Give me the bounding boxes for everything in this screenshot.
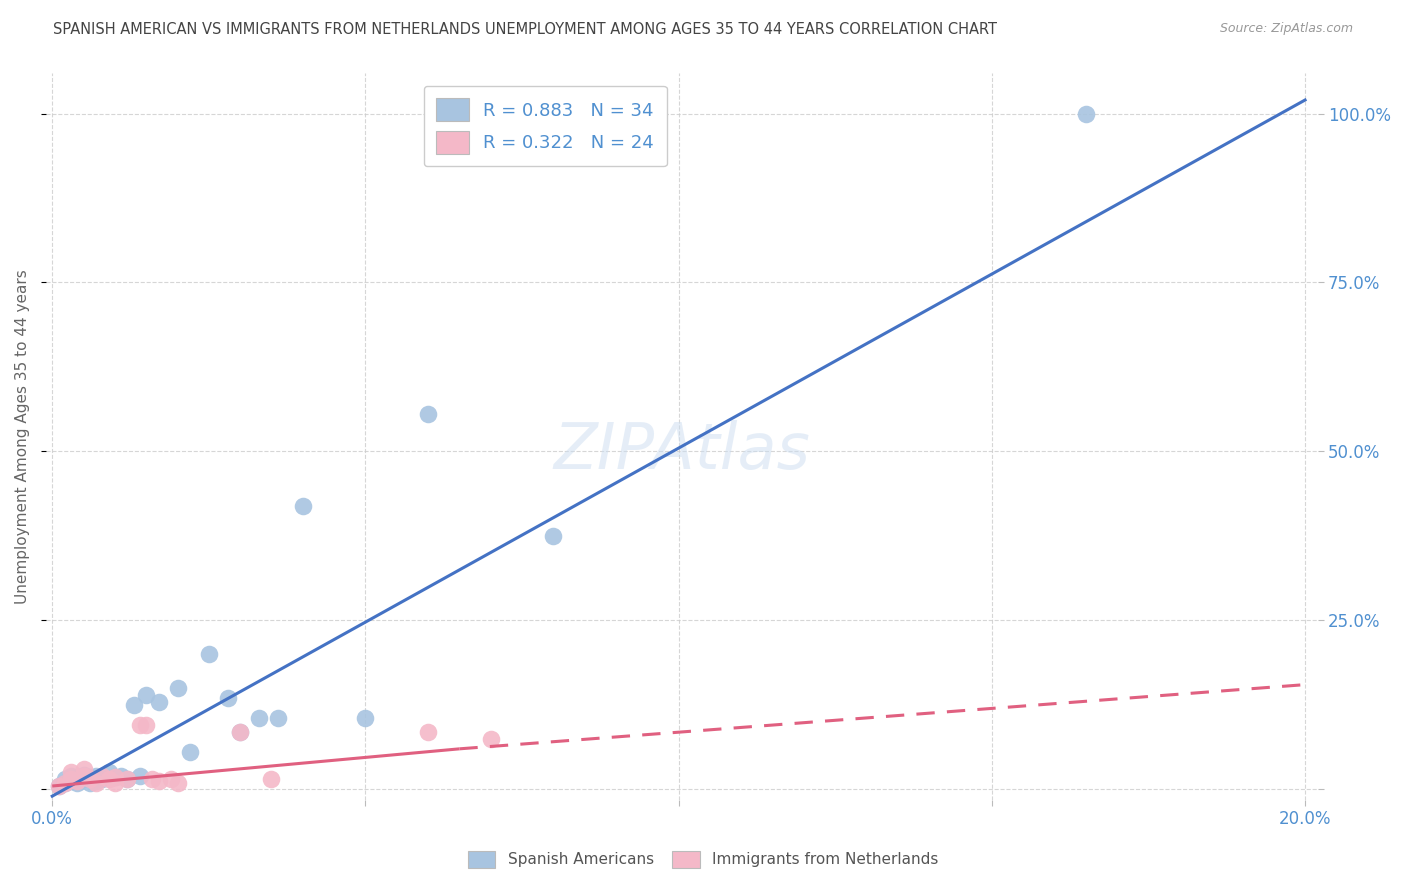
Point (260, 772, 283, 787)
Point (53, 772, 76, 787)
Point (117, 772, 139, 787)
Legend: Spanish Americans, Immigrants from Netherlands: Spanish Americans, Immigrants from Nethe… (461, 845, 945, 873)
Point (148, 774, 170, 789)
Point (416, 407, 439, 421)
Point (129, 769, 152, 783)
Point (122, 698, 145, 712)
Point (48, 779, 70, 793)
Point (79, 772, 101, 787)
Point (416, 725, 439, 739)
Point (141, 772, 163, 787)
Point (479, 731, 502, 746)
Point (148, 694, 170, 708)
Point (72, 772, 94, 787)
Point (104, 775, 127, 789)
Point (229, 725, 252, 739)
Point (104, 770, 127, 784)
Point (72, 769, 94, 783)
Point (135, 688, 157, 702)
Point (60, 772, 83, 787)
Point (97, 765, 120, 780)
Point (135, 718, 157, 732)
Point (129, 718, 152, 732)
Point (91, 772, 114, 787)
Point (179, 745, 201, 759)
Point (66, 770, 89, 784)
Point (198, 647, 221, 661)
Point (247, 711, 270, 725)
Point (84, 769, 107, 783)
Text: Source: ZipAtlas.com: Source: ZipAtlas.com (1219, 22, 1353, 36)
Point (117, 772, 139, 787)
Text: SPANISH AMERICAN VS IMMIGRANTS FROM NETHERLANDS UNEMPLOYMENT AMONG AGES 35 TO 44: SPANISH AMERICAN VS IMMIGRANTS FROM NETH… (53, 22, 997, 37)
Point (84, 775, 107, 789)
Legend: R = 0.883   N = 34, R = 0.322   N = 24: R = 0.883 N = 34, R = 0.322 N = 24 (423, 86, 666, 166)
Point (53, 775, 76, 789)
Text: ZIPAtlas: ZIPAtlas (554, 420, 810, 482)
Y-axis label: Unemployment Among Ages 35 to 44 years: Unemployment Among Ages 35 to 44 years (15, 268, 30, 604)
Point (110, 769, 132, 783)
Point (543, 529, 565, 543)
Point (229, 725, 252, 739)
Point (166, 775, 188, 789)
Point (60, 765, 83, 780)
Point (267, 711, 290, 725)
Point (1074, 106, 1097, 120)
Point (354, 711, 377, 725)
Point (166, 681, 188, 695)
Point (66, 774, 89, 789)
Point (53, 775, 76, 789)
Point (291, 499, 314, 513)
Point (84, 774, 107, 789)
Point (79, 775, 101, 789)
Point (97, 772, 120, 787)
Point (79, 770, 101, 784)
Point (160, 772, 183, 787)
Point (91, 769, 114, 783)
Point (104, 770, 127, 784)
Point (72, 762, 94, 776)
Point (60, 774, 83, 789)
Point (66, 775, 89, 789)
Point (60, 769, 83, 783)
Point (48, 779, 70, 793)
Point (72, 767, 94, 781)
Point (217, 691, 239, 706)
